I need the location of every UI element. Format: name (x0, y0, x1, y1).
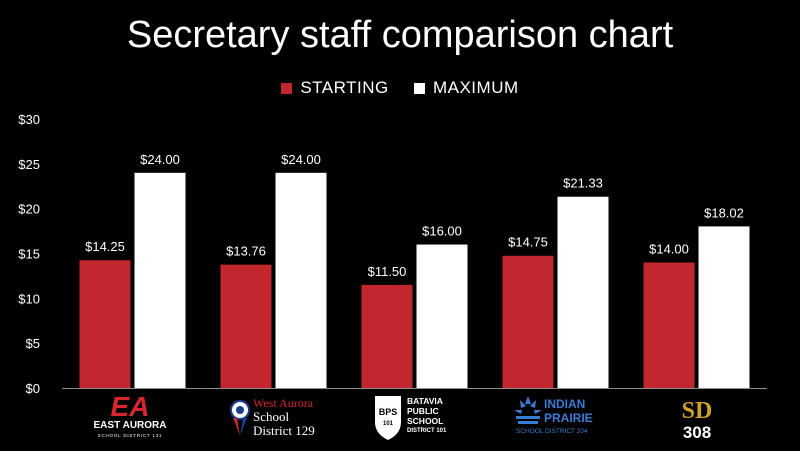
chart-title: Secretary staff comparison chart (126, 14, 674, 56)
y-tick-label: $25 (18, 157, 40, 172)
batavia-logo-line4: DISTRICT 101 (407, 428, 447, 434)
y-tick-label: $20 (18, 202, 40, 217)
bar-starting (220, 264, 272, 388)
data-label-maximum: $24.00 (140, 152, 180, 167)
data-label-starting: $14.75 (508, 235, 548, 250)
bar-starting (79, 260, 131, 388)
bar-starting (643, 262, 695, 388)
batavia-logo-line3: SCHOOL (407, 416, 443, 426)
legend-item-maximum: MAXIMUM (413, 78, 519, 98)
bar-starting (502, 255, 554, 388)
data-label-maximum: $18.02 (704, 205, 744, 220)
y-tick-label: $30 (18, 112, 40, 127)
east-aurora-logo-mark: EA (111, 392, 150, 422)
sd308-logo-top: SD (682, 398, 713, 424)
east-aurora-logo: EA EAST AURORA SCHOOL DISTRICT 131 (94, 392, 167, 438)
legend-item-starting: STARTING (281, 78, 388, 98)
east-aurora-logo-name: EAST AURORA (94, 420, 167, 431)
bar-maximum (275, 172, 327, 388)
bar-maximum (557, 196, 609, 388)
data-label-maximum: $24.00 (281, 152, 321, 167)
west-aurora-logo-line2: School (253, 409, 290, 424)
bar-maximum (698, 226, 750, 388)
indian-prairie-logo-line1: INDIAN (544, 397, 585, 411)
batavia-badge-text: BPS (379, 407, 398, 417)
data-label-maximum: $21.33 (563, 176, 603, 191)
y-tick-label: $15 (18, 247, 40, 262)
sd308-logo: SD 308 (682, 398, 713, 442)
east-aurora-logo-sub: SCHOOL DISTRICT 131 (98, 433, 163, 438)
data-label-maximum: $16.00 (422, 224, 462, 239)
indian-prairie-logo-sub: SCHOOL DISTRICT 204 (516, 428, 588, 435)
legend-label-maximum: MAXIMUM (432, 78, 519, 97)
west-aurora-logo: West Aurora School District 129 (230, 396, 315, 438)
west-aurora-logo-line3: District 129 (253, 423, 315, 438)
batavia-logo: BPS 101 BATAVIA PUBLIC SCHOOL DISTRICT 1… (375, 396, 447, 440)
batavia-badge-number: 101 (383, 421, 394, 427)
data-label-starting: $14.00 (649, 241, 689, 256)
west-aurora-logo-line1: West Aurora (253, 396, 314, 410)
y-tick-label: $10 (18, 291, 40, 306)
batavia-shield-icon (375, 396, 401, 440)
bar-starting (361, 284, 413, 388)
indian-prairie-logo-line2: PRAIRIE (544, 411, 593, 425)
data-label-starting: $14.25 (85, 239, 125, 254)
legend: STARTING MAXIMUM (0, 78, 800, 99)
indian-prairie-sun-icon (514, 396, 542, 424)
data-label-starting: $13.76 (226, 244, 266, 259)
y-tick-label: $0 (26, 381, 40, 396)
west-aurora-seal-icon (230, 400, 250, 436)
indian-prairie-logo: INDIAN PRAIRIE SCHOOL DISTRICT 204 (514, 396, 593, 435)
legend-swatch-starting (281, 82, 293, 94)
batavia-logo-line2: PUBLIC (407, 406, 439, 416)
batavia-logo-line1: BATAVIA (407, 396, 443, 406)
bar-maximum (416, 244, 468, 388)
sd308-logo-bottom: 308 (683, 423, 711, 442)
legend-label-starting: STARTING (300, 78, 389, 97)
y-tick-label: $5 (26, 336, 40, 351)
bar-maximum (134, 172, 186, 388)
legend-swatch-maximum (413, 82, 425, 94)
data-label-starting: $11.50 (368, 264, 407, 279)
